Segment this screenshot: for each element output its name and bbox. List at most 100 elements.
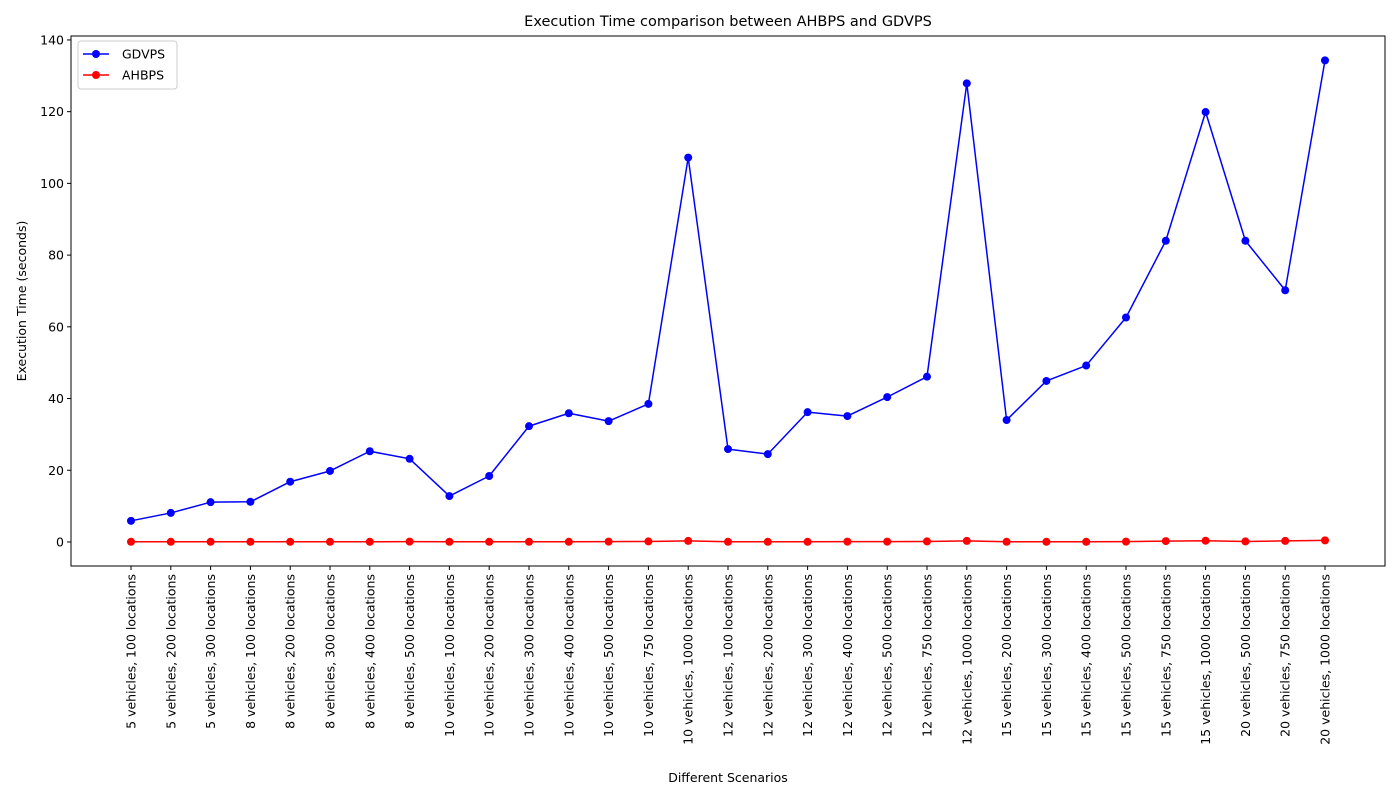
ahbps-point: [923, 537, 931, 546]
legend-box: [77, 40, 178, 90]
series-ahbps: [127, 536, 1329, 546]
y-tick-label: 100: [40, 176, 64, 191]
ahbps-point: [127, 537, 135, 546]
gdvps-point: [803, 408, 812, 417]
gdvps-point: [962, 79, 971, 88]
ahbps-point: [1082, 537, 1091, 546]
x-tick-label: 15 vehicles, 500 locations: [1119, 574, 1134, 737]
legend-gdvps-marker: [92, 50, 100, 58]
gdvps-point: [326, 466, 334, 475]
plot-area-frame: [70, 35, 1386, 567]
y-tick-label: 80: [48, 248, 64, 263]
x-tick-label: 10 vehicles, 500 locations: [601, 574, 616, 737]
x-tick-label: 10 vehicles, 200 locations: [482, 574, 497, 737]
gdvps-point: [485, 471, 494, 480]
gdvps-point: [365, 447, 374, 456]
gdvps-point: [923, 372, 931, 381]
x-tick-label: 15 vehicles, 300 locations: [1039, 574, 1054, 737]
x-tick-label: 12 vehicles, 400 locations: [840, 574, 855, 737]
gdvps-point: [1201, 108, 1210, 117]
ahbps-point: [724, 537, 732, 546]
gdvps-point: [1002, 416, 1011, 425]
gdvps-point: [1241, 236, 1250, 245]
ahbps-point: [644, 537, 653, 546]
gdvps-point: [127, 516, 135, 525]
x-tick-label: 10 vehicles, 300 locations: [522, 574, 537, 737]
gdvps-point: [206, 498, 215, 507]
ahbps-point: [1281, 536, 1290, 545]
ahbps-point: [445, 537, 454, 546]
gdvps-point: [604, 417, 613, 426]
x-tick-label: 10 vehicles, 1000 locations: [681, 574, 696, 745]
gdvps-point: [1321, 56, 1329, 65]
y-tick-label: 60: [48, 319, 64, 334]
ahbps-point: [1241, 537, 1250, 546]
x-tick-label: 15 vehicles, 400 locations: [1079, 574, 1094, 737]
x-tick-label: 12 vehicles, 300 locations: [800, 574, 815, 737]
x-axis-label: Different Scenarios: [668, 770, 788, 785]
gdvps-point: [684, 153, 693, 162]
ahbps-point: [405, 537, 414, 546]
y-tick-label: 40: [48, 391, 64, 406]
gdvps-point: [445, 492, 454, 501]
x-tick-label: 8 vehicles, 500 locations: [402, 574, 417, 729]
gdvps-point: [564, 409, 573, 418]
ahbps-point: [525, 537, 533, 546]
gdvps-point: [1281, 286, 1290, 295]
gdvps-point: [525, 422, 533, 431]
x-tick-label: 10 vehicles, 100 locations: [442, 574, 457, 737]
ahbps-point: [286, 537, 295, 546]
x-tick-label: 10 vehicles, 750 locations: [641, 574, 656, 737]
ahbps-point: [843, 537, 852, 546]
x-tick-label: 12 vehicles, 1000 locations: [959, 574, 974, 745]
gdvps-point: [1082, 361, 1091, 370]
gdvps-point: [246, 497, 255, 506]
legend-ahbps-marker: [92, 71, 100, 79]
ahbps-point: [1161, 537, 1170, 546]
ahbps-point: [1201, 536, 1210, 545]
gdvps-point: [166, 508, 175, 517]
ahbps-point: [206, 537, 215, 546]
ahbps-point: [1042, 537, 1051, 546]
series-gdvps: [127, 56, 1329, 525]
x-tick-label: 5 vehicles, 100 locations: [124, 574, 139, 729]
ahbps-point: [763, 537, 772, 546]
gdvps-point: [883, 393, 892, 402]
ahbps-point: [1321, 536, 1329, 545]
x-tick-label: 15 vehicles, 200 locations: [999, 574, 1014, 737]
x-tick-label: 15 vehicles, 1000 locations: [1198, 574, 1213, 745]
ahbps-point: [883, 537, 892, 546]
gdvps-point: [843, 412, 852, 421]
x-tick-label: 20 vehicles, 1000 locations: [1318, 574, 1333, 745]
ahbps-point: [246, 537, 255, 546]
x-tick-label: 12 vehicles, 100 locations: [721, 574, 736, 737]
x-tick-label: 8 vehicles, 300 locations: [323, 574, 338, 729]
gdvps-point: [644, 399, 653, 408]
y-axis-label: Execution Time (seconds): [14, 221, 29, 382]
ahbps-point: [365, 537, 374, 546]
legend: GDVPS AHBPS: [77, 40, 178, 90]
y-tick-label: 120: [40, 104, 64, 119]
ahbps-point: [803, 537, 812, 546]
ahbps-point: [604, 537, 613, 546]
gdvps-point: [405, 454, 414, 463]
x-tick-label: 15 vehicles, 750 locations: [1158, 574, 1173, 737]
x-tick-label: 20 vehicles, 500 locations: [1238, 574, 1253, 737]
gdvps-point: [1161, 236, 1170, 245]
ahbps-point: [684, 536, 693, 545]
ahbps-point: [485, 537, 494, 546]
x-tick-label: 8 vehicles, 100 locations: [243, 574, 258, 729]
ahbps-point: [166, 537, 175, 546]
legend-gdvps-label: GDVPS: [122, 47, 165, 62]
y-tick-label: 140: [40, 32, 64, 47]
x-tick-label: 12 vehicles, 750 locations: [920, 574, 935, 737]
ahbps-point: [564, 537, 573, 546]
x-tick-label: 8 vehicles, 400 locations: [362, 574, 377, 729]
x-tick-label: 8 vehicles, 200 locations: [283, 574, 298, 729]
gdvps-point: [1122, 313, 1130, 322]
x-tick-label: 12 vehicles, 500 locations: [880, 574, 895, 737]
gdvps-point: [286, 477, 295, 486]
gdvps-point: [1042, 376, 1051, 385]
x-axis-ticks: 5 vehicles, 100 locations 5 vehicles, 200…: [124, 566, 1333, 745]
